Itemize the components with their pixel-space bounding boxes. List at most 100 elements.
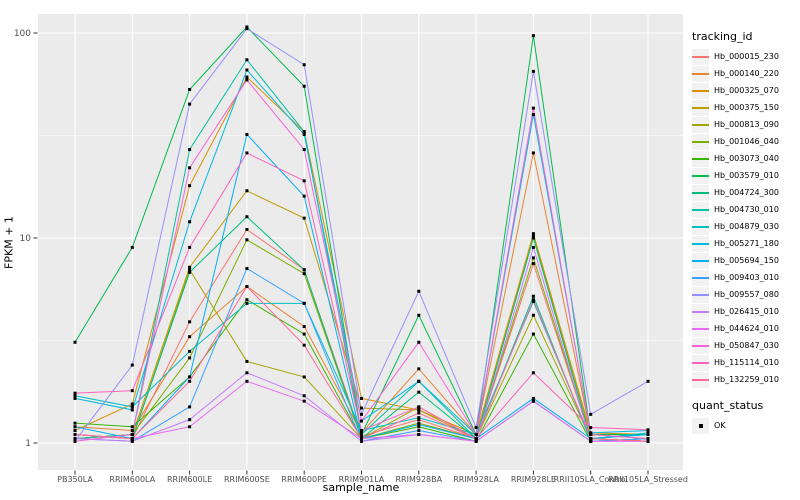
legend-key [692,65,709,82]
x-tick-label: RRIM600LE [167,475,212,484]
data-point-Hb_132259_010 [474,437,478,441]
data-point-Hb_132259_010 [188,379,192,383]
legend-item-list: Hb_000015_230 Hb_000140_220 Hb_000325_070 H… [692,48,798,388]
data-point-Hb_005271_180 [188,220,192,224]
data-point-Hb_132259_010 [130,437,134,441]
data-point-Hb_000375_150 [245,189,249,193]
legend-key [692,354,709,371]
data-point-Hb_132259_010 [360,437,363,441]
x-tick-label: RRIM928BA [395,475,442,484]
legend-title-quant-status: quant_status [692,399,764,412]
legend-item: Hb_050847_030 [692,337,798,354]
data-point-Hb_003579_010 [130,245,134,249]
data-point-Hb_115114_010 [245,151,249,155]
data-point-Hb_000015_230 [360,434,363,438]
data-point-Hb_004879_030 [188,349,192,353]
legend-line-icon [692,174,709,177]
legend-line-icon [692,123,709,126]
data-point-Hb_009557_080 [417,289,421,293]
data-point-Hb_003073_040 [245,298,249,302]
legend-item: Hb_026415_010 [692,303,798,320]
data-point-Hb_004724_300 [188,270,192,274]
x-axis-title: sample_name [322,481,400,494]
data-point-Hb_115114_010 [646,428,650,432]
data-point-Hb_026415_010 [360,439,363,443]
legend-key [692,371,709,388]
x-tick-label: RRIM928LA [453,475,499,484]
data-point-Hb_026415_010 [130,439,134,443]
data-point-Hb_115114_010 [531,371,535,375]
data-point-Hb_000140_220 [531,151,535,155]
data-point-Hb_005271_180 [302,132,306,136]
data-point-Hb_004730_010 [531,294,535,298]
data-point-Hb_044624_010 [417,433,421,437]
legend-item: Hb_001046_040 [692,133,798,150]
legend-item: Hb_005271_180 [692,235,798,252]
data-point-Hb_005271_180 [130,408,134,412]
legend-item: Hb_115114_010 [692,354,798,371]
data-point-Hb_000325_070 [531,232,535,236]
data-point-Hb_003579_010 [245,25,249,29]
legend-item: Hb_004724_300 [692,184,798,201]
data-point-Hb_009403_010 [188,405,192,409]
data-point-Hb_115114_010 [130,389,134,393]
data-point-Hb_004879_030 [130,405,134,409]
data-point-Hb_044624_010 [531,399,535,403]
data-point-Hb_115114_010 [302,179,306,183]
legend-key [692,82,709,99]
legend-item-label: Hb_132259_010 [714,375,779,384]
data-point-Hb_050847_030 [417,340,421,344]
data-point-Hb_005271_180 [589,431,593,435]
legend-key [692,303,709,320]
data-point-Hb_000813_090 [188,268,192,272]
legend-item-label: Hb_115114_010 [714,358,779,367]
data-point-Hb_026415_010 [531,245,535,249]
x-tick-label: RRIM901LA [339,475,385,484]
y-tick-label: 100 [14,29,31,39]
data-point-Hb_044624_010 [245,379,249,383]
legend-line-icon [692,276,709,279]
data-point-Hb_005694_150 [302,194,306,198]
data-point-Hb_005694_150 [188,375,192,379]
legend-item-label: Hb_004730_010 [714,205,779,214]
data-point-Hb_001046_040 [188,356,192,360]
data-point-Hb_044624_010 [589,439,593,443]
legend-key [692,320,709,337]
x-tick-label: RRIM928LE [511,475,556,484]
data-point-Hb_009403_010 [245,266,249,270]
data-point-Hb_009557_080 [130,363,134,367]
data-point-Hb_000813_090 [302,375,306,379]
data-point-Hb_050847_030 [188,166,192,170]
data-point-Hb_004879_030 [531,300,535,304]
legend-key [692,337,709,354]
data-point-Hb_009557_080 [646,379,650,383]
legend-line-icon [692,259,709,262]
data-point-Hb_005271_180 [531,113,535,117]
legend-item-label: Hb_001046_040 [714,137,779,146]
legend-key [692,184,709,201]
data-point-Hb_026415_010 [245,371,249,375]
legend-key [692,235,709,252]
legend-item-ok: OK [692,417,798,434]
legend-item-label: OK [714,421,726,430]
data-point-Hb_044624_010 [302,399,306,403]
data-point-Hb_004879_030 [417,416,421,420]
data-point-Hb_009557_080 [531,69,535,73]
legend-item-label: Hb_009403_010 [714,273,779,282]
data-point-Hb_009557_080 [589,412,593,416]
legend-item-label: Hb_005694_150 [714,256,779,265]
data-point-Hb_000015_230 [188,320,192,324]
data-point-Hb_005271_180 [73,396,77,400]
data-point-Hb_004724_300 [417,390,421,394]
y-axis-title: FPKM + 1 [2,216,16,269]
data-point-Hb_003073_040 [417,425,421,429]
legend-line-icon [692,72,709,75]
data-point-Hb_003073_040 [302,332,306,336]
legend-item-label: Hb_000140_220 [714,69,779,78]
data-point-Hb_050847_030 [646,437,650,441]
data-point-Hb_005694_150 [417,423,421,427]
legend-item-label: Hb_044624_010 [714,324,779,333]
legend-line-icon [692,310,709,313]
data-point-Hb_009557_080 [474,426,478,430]
data-point-Hb_001046_040 [245,238,249,242]
